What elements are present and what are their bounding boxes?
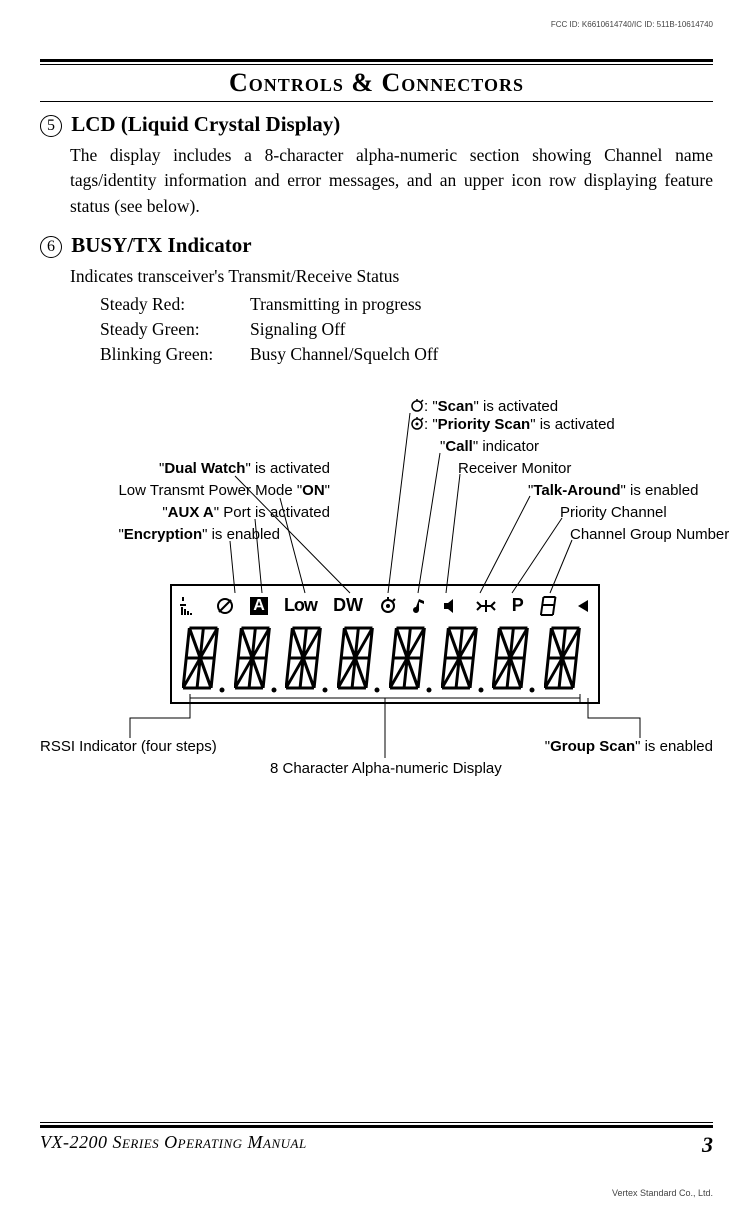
- seg-char: [492, 622, 536, 694]
- chgroup-anno: Channel Group Number: [570, 526, 729, 543]
- t: Low Transmt Power Mode ": [118, 482, 302, 499]
- item-6-heading-text: BUSY/TX Indicator: [71, 233, 251, 257]
- group-digit-icon: [540, 593, 560, 619]
- status-value: Signaling Off: [250, 317, 345, 342]
- rssi-icon: [180, 597, 200, 615]
- priority-scan-icon: [410, 417, 424, 431]
- t: " is enabled: [635, 738, 713, 755]
- lcd-box: A Low DW P: [170, 584, 600, 704]
- prioch-anno: Priority Channel: [560, 504, 667, 521]
- groupscan-arrow-icon: [576, 598, 590, 614]
- t: Scan: [438, 398, 474, 415]
- top-rule-thin: [40, 64, 713, 65]
- fcc-id-line: FCC ID: K6610614740/IC ID: 511B-10614740: [40, 20, 713, 29]
- scan-anno-line2: : "Priority Scan" is activated: [410, 416, 615, 433]
- item-5-body: The display includes a 8-character alpha…: [70, 143, 713, 219]
- footer-manual-title: VX-2200 Series Operating Manual: [40, 1132, 307, 1158]
- scan-circle-icon: [379, 597, 397, 615]
- seg-char: [337, 622, 381, 694]
- item-6-intro: Indicates transceiver's Transmit/Receive…: [70, 264, 713, 289]
- circled-5: 5: [40, 115, 62, 137]
- t: " indicator: [473, 438, 539, 455]
- status-label: Blinking Green:: [100, 342, 250, 367]
- item-5-heading-text: LCD (Liquid Crystal Display): [71, 112, 340, 136]
- encryption-icon: [216, 597, 234, 615]
- status-label: Steady Green:: [100, 317, 250, 342]
- enc-anno: "Encryption" is enabled: [118, 526, 280, 543]
- item-6-heading: 6 BUSY/TX Indicator: [40, 233, 713, 258]
- status-row: Blinking Green: Busy Channel/Squelch Off: [100, 342, 713, 367]
- monitor-speaker-icon: [443, 597, 459, 615]
- footer-rule-thick: [40, 1125, 713, 1128]
- vendor-line: Vertex Standard Co., Ltd.: [612, 1188, 713, 1198]
- status-label: Steady Red:: [100, 292, 250, 317]
- t: " is activated: [245, 460, 330, 477]
- call-anno: "Call" indicator: [440, 438, 539, 455]
- footer-rule-thin: [40, 1122, 713, 1123]
- seg-char: [544, 622, 588, 694]
- rssi-anno: RSSI Indicator (four steps): [40, 738, 217, 755]
- call-note-icon: [413, 597, 427, 615]
- top-rule-thick: [40, 59, 713, 62]
- footer-page-number: 3: [702, 1132, 713, 1158]
- section-title: Controls & Connectors: [40, 68, 713, 98]
- seg-char: [182, 622, 226, 694]
- item-5-heading: 5 LCD (Liquid Crystal Display): [40, 112, 713, 137]
- seg-char: [285, 622, 329, 694]
- seg-char: [441, 622, 485, 694]
- circled-6: 6: [40, 236, 62, 258]
- t: ON: [302, 482, 325, 499]
- lcd-icon-row: A Low DW P: [172, 586, 598, 622]
- auxa-anno: "AUX A" Port is activated: [162, 504, 330, 521]
- t: Talk-Around: [533, 482, 620, 499]
- groupscan-anno: "Group Scan" is enabled: [545, 738, 713, 755]
- t: " is enabled: [621, 482, 699, 499]
- t: " is enabled: [202, 526, 280, 543]
- seg-char: [234, 622, 278, 694]
- t: " is activated: [530, 416, 615, 433]
- talkaround-anno: "Talk-Around" is enabled: [528, 482, 698, 499]
- t: Call: [445, 438, 473, 455]
- t: AUX A: [168, 504, 214, 521]
- t: ": [325, 482, 330, 499]
- lowpwr-anno: Low Transmt Power Mode "ON": [118, 482, 330, 499]
- t: Dual Watch: [164, 460, 245, 477]
- page-footer: VX-2200 Series Operating Manual 3: [40, 1122, 713, 1158]
- t: " is activated: [474, 398, 559, 415]
- item-5-block: 5 LCD (Liquid Crystal Display) The displ…: [40, 112, 713, 219]
- recvmon-anno: Receiver Monitor: [458, 460, 571, 477]
- dw-icon: DW: [333, 595, 363, 616]
- status-row: Steady Red: Transmitting in progress: [100, 292, 713, 317]
- low-icon: Low: [284, 595, 317, 616]
- lcd-segment-row: [172, 622, 598, 702]
- seg-char: [389, 622, 433, 694]
- scan-anno-line1: : "Scan" is activated: [410, 398, 558, 415]
- t: " Port is activated: [214, 504, 330, 521]
- priority-p-icon: P: [512, 595, 524, 616]
- lcd-diagram: : "Scan" is activated : "Priority Scan" …: [40, 398, 713, 798]
- status-table: Steady Red: Transmitting in progress Ste…: [100, 292, 713, 368]
- talkaround-icon: [476, 597, 496, 615]
- dualwatch-anno: "Dual Watch" is activated: [159, 460, 330, 477]
- status-row: Steady Green: Signaling Off: [100, 317, 713, 342]
- t: : ": [424, 398, 438, 415]
- eightchar-anno: 8 Character Alpha-numeric Display: [270, 760, 502, 777]
- t: Group Scan: [550, 738, 635, 755]
- status-value: Transmitting in progress: [250, 292, 421, 317]
- aux-a-icon: A: [250, 597, 268, 615]
- item-6-block: 6 BUSY/TX Indicator Indicates transceive…: [40, 233, 713, 368]
- t: Encryption: [124, 526, 202, 543]
- scan-icon: [410, 399, 424, 413]
- status-value: Busy Channel/Squelch Off: [250, 342, 438, 367]
- t: Priority Scan: [438, 416, 531, 433]
- title-rule-thin: [40, 101, 713, 102]
- t: : ": [424, 416, 438, 433]
